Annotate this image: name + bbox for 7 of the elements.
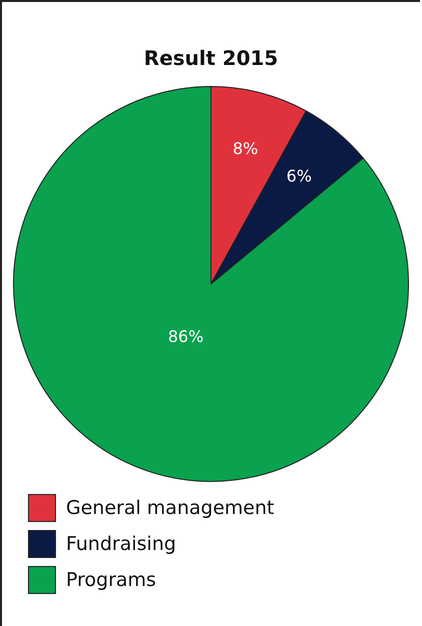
data-label: 6%: [286, 166, 312, 186]
legend-label: Programs: [66, 569, 156, 591]
data-label: 8%: [232, 139, 258, 158]
legend-label: Fundraising: [66, 533, 176, 555]
chart-title: Result 2015: [144, 46, 278, 70]
legend-label: General management: [66, 497, 274, 519]
data-label: 86%: [168, 326, 204, 346]
